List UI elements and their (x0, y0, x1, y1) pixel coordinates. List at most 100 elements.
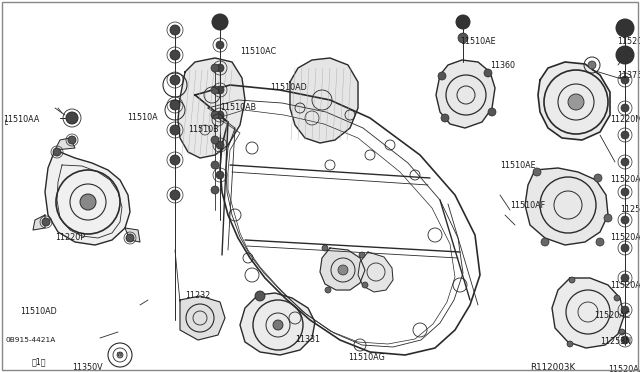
Polygon shape (320, 248, 365, 290)
Text: └: └ (3, 121, 8, 129)
Circle shape (255, 291, 265, 301)
Circle shape (68, 136, 76, 144)
Polygon shape (178, 58, 245, 158)
Text: 11253N: 11253N (600, 337, 631, 346)
Circle shape (216, 141, 224, 149)
Circle shape (621, 188, 629, 196)
Circle shape (216, 171, 224, 179)
Text: 11520AB: 11520AB (610, 234, 640, 243)
Circle shape (216, 111, 224, 119)
Circle shape (211, 111, 219, 119)
Circle shape (621, 216, 629, 224)
Text: 11331: 11331 (295, 336, 320, 344)
Circle shape (170, 25, 180, 35)
Circle shape (80, 194, 96, 210)
Text: 11510AG: 11510AG (348, 353, 385, 362)
Circle shape (216, 64, 224, 72)
Circle shape (441, 114, 449, 122)
Text: 11360: 11360 (490, 61, 515, 70)
Circle shape (621, 104, 629, 112)
Text: 11510AB: 11510AB (220, 103, 256, 112)
Circle shape (170, 125, 180, 135)
Text: 11510B: 11510B (188, 125, 219, 135)
Circle shape (211, 136, 219, 144)
Circle shape (594, 174, 602, 182)
Text: 0B915-4421A: 0B915-4421A (5, 337, 55, 343)
Text: 11510AA: 11510AA (3, 115, 40, 125)
Text: 11350V: 11350V (72, 363, 102, 372)
Circle shape (126, 234, 134, 242)
Circle shape (170, 75, 180, 85)
Text: 11510AD: 11510AD (270, 83, 307, 93)
Circle shape (621, 244, 629, 252)
Circle shape (212, 14, 228, 30)
Circle shape (211, 186, 219, 194)
Circle shape (456, 15, 470, 29)
Circle shape (438, 72, 446, 80)
Circle shape (170, 100, 180, 110)
Circle shape (604, 214, 612, 222)
Circle shape (616, 46, 634, 64)
Text: 11510A: 11510A (127, 113, 157, 122)
Text: 11510AD: 11510AD (20, 308, 57, 317)
Circle shape (322, 245, 328, 251)
Polygon shape (290, 58, 358, 143)
Circle shape (616, 19, 634, 37)
Text: 11520AB: 11520AB (610, 280, 640, 289)
Polygon shape (358, 252, 393, 292)
Circle shape (66, 112, 78, 124)
Text: 11510AC: 11510AC (240, 48, 276, 57)
Text: 11520AB: 11520AB (610, 176, 640, 185)
Text: 11520AA: 11520AA (608, 366, 640, 372)
Circle shape (488, 108, 496, 116)
Polygon shape (538, 62, 610, 140)
Polygon shape (436, 60, 495, 128)
Circle shape (170, 190, 180, 200)
Circle shape (569, 277, 575, 283)
Text: 11510AF: 11510AF (510, 201, 545, 209)
Polygon shape (33, 215, 45, 230)
Text: W: W (117, 353, 123, 357)
Circle shape (621, 76, 629, 84)
Circle shape (568, 94, 584, 110)
Circle shape (621, 51, 629, 59)
Circle shape (117, 352, 123, 358)
Text: （1）: （1） (32, 357, 47, 366)
Text: 11510AE: 11510AE (500, 160, 536, 170)
Text: 11510AE: 11510AE (460, 38, 495, 46)
Text: 11520B: 11520B (617, 38, 640, 46)
Text: 11375: 11375 (617, 71, 640, 80)
Circle shape (621, 306, 629, 314)
Circle shape (42, 218, 50, 226)
Circle shape (216, 86, 224, 94)
Polygon shape (45, 150, 130, 245)
Circle shape (273, 320, 283, 330)
Circle shape (614, 295, 620, 301)
Circle shape (588, 61, 596, 69)
Polygon shape (525, 168, 608, 245)
Circle shape (325, 287, 331, 293)
Circle shape (621, 158, 629, 166)
Circle shape (216, 18, 224, 26)
Text: 11232: 11232 (185, 291, 211, 299)
Circle shape (170, 50, 180, 60)
Circle shape (621, 274, 629, 282)
Text: 11254: 11254 (620, 205, 640, 215)
Circle shape (619, 329, 625, 335)
Circle shape (216, 41, 224, 49)
Circle shape (621, 336, 629, 344)
Circle shape (362, 282, 368, 288)
Polygon shape (125, 228, 140, 242)
Circle shape (533, 168, 541, 176)
Circle shape (567, 341, 573, 347)
Circle shape (211, 161, 219, 169)
Circle shape (484, 69, 492, 77)
Circle shape (211, 64, 219, 72)
Text: 11520AC: 11520AC (594, 311, 630, 320)
Polygon shape (55, 138, 75, 150)
Circle shape (458, 33, 468, 43)
Circle shape (359, 252, 365, 258)
Text: 11220M: 11220M (610, 115, 640, 125)
Polygon shape (552, 278, 624, 348)
Circle shape (596, 238, 604, 246)
